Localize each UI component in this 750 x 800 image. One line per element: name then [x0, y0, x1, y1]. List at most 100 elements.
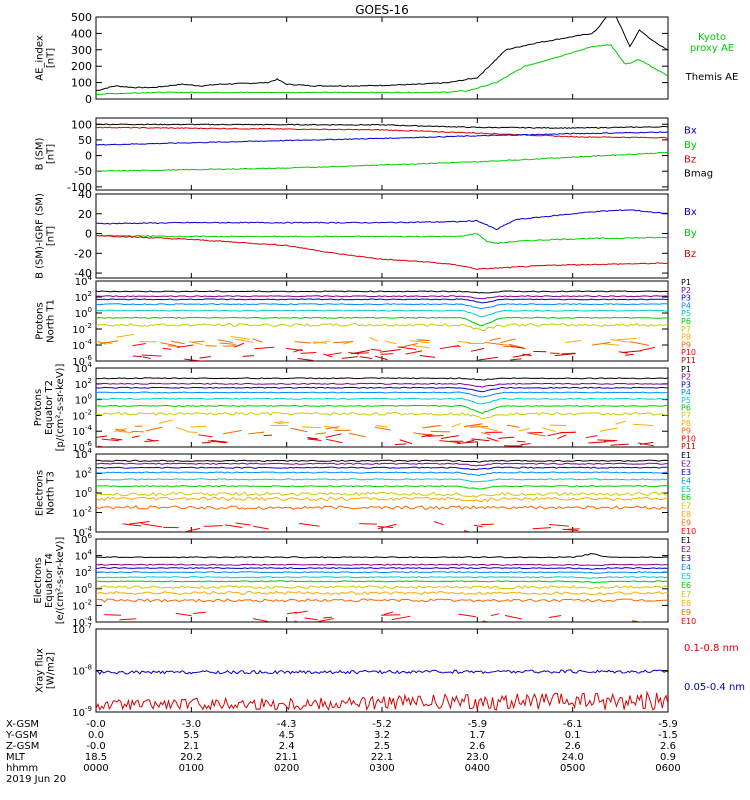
x-cell: 0.9	[660, 752, 676, 763]
series-line	[391, 615, 411, 621]
plot-frame	[95, 117, 669, 191]
series-line	[359, 356, 373, 359]
series-line	[304, 617, 318, 621]
legend-label: P3	[681, 294, 691, 303]
series-line	[101, 438, 120, 442]
series-line	[198, 434, 213, 438]
x-cell: 2.5	[374, 741, 390, 752]
series-line	[96, 496, 668, 503]
series-line	[191, 340, 205, 343]
y-axis-label: [nT]	[46, 48, 57, 68]
legend-label: E10	[681, 617, 696, 626]
series-line	[96, 466, 668, 471]
series-line	[184, 358, 205, 361]
series-line	[380, 353, 394, 355]
y-tick-label: -50	[74, 165, 92, 178]
series-line	[409, 339, 431, 344]
x-cell: -3.0	[182, 719, 202, 730]
y-axis-label: Protons	[33, 389, 44, 426]
x-cell: 2.1	[183, 741, 199, 752]
x-cell: 0000	[83, 763, 108, 774]
x-cell: 21.1	[276, 752, 298, 763]
legend-label: E5	[681, 572, 691, 581]
plot-series	[96, 669, 668, 712]
series-line	[131, 430, 144, 433]
x-cell: 18.5	[85, 752, 107, 763]
y-tick-exponent: -4	[85, 338, 93, 346]
y-tick-label: 20	[78, 208, 92, 221]
series-line	[471, 438, 490, 442]
legend-label: P10	[681, 434, 696, 443]
series-line	[96, 391, 668, 398]
legend-label: E6	[681, 581, 691, 590]
series-line	[512, 353, 531, 358]
series-line	[223, 429, 242, 435]
series-line	[135, 623, 151, 627]
panel-xray: 10-9 10-8 10-7 Xray flux [W/m2] 0.1-0.8 nm 0.0…	[35, 622, 746, 719]
series-line	[96, 585, 668, 590]
y-tick-label: 104	[75, 274, 93, 288]
series-line	[617, 337, 637, 341]
legend-label: E3	[681, 468, 691, 477]
series-line	[315, 432, 327, 435]
legend-label: Bx	[684, 207, 697, 218]
y-tick-label: 104	[75, 549, 93, 563]
series-line	[405, 350, 423, 355]
series-line	[323, 425, 338, 430]
series-line	[397, 346, 417, 350]
x-cell: 2.6	[469, 741, 485, 752]
series-line	[481, 432, 491, 436]
series-line	[144, 439, 159, 443]
series-line	[599, 427, 618, 432]
series-line	[549, 523, 569, 527]
series-line	[302, 426, 321, 429]
y-tick-exponent: 2	[88, 290, 92, 298]
series-line	[348, 432, 366, 438]
y-tick-label: 10-2	[72, 506, 92, 520]
x-cell: 4.5	[279, 730, 295, 741]
series-line	[225, 524, 243, 528]
legend-label: P1	[681, 278, 691, 287]
legend-label: E7	[681, 590, 691, 599]
series-line	[132, 355, 143, 358]
series-line	[98, 445, 107, 447]
series-line	[480, 426, 499, 432]
series-line	[295, 610, 308, 614]
series-line	[375, 424, 388, 428]
series-line	[297, 357, 314, 361]
legend-label: P6	[681, 404, 691, 413]
y-tick-label: 10-4	[72, 424, 92, 438]
series-line	[629, 341, 649, 346]
y-tick-exponent: -2	[85, 322, 92, 330]
y-tick-label: -100	[67, 181, 92, 194]
legend-label: P4	[681, 388, 691, 397]
series-line	[374, 426, 391, 431]
legend-label: E3	[681, 554, 691, 563]
x-cell: -5.2	[372, 719, 392, 730]
x-cell: 3.2	[374, 730, 390, 741]
legend-label: P10	[681, 348, 696, 357]
legend-label: P8	[681, 333, 691, 342]
series-line	[96, 131, 668, 146]
series-line	[440, 435, 459, 439]
series-line	[458, 613, 476, 618]
x-axis-table: X-GSMY-GSMZ-GSMMLThhmm-0.00.0-0.018.5000…	[5, 719, 681, 785]
series-line	[478, 356, 498, 361]
series-line	[294, 341, 311, 344]
plot-frame	[95, 16, 669, 100]
series-line	[369, 336, 378, 342]
series-line	[422, 425, 440, 429]
series-line	[111, 437, 123, 441]
series-line	[597, 439, 618, 442]
series-line	[176, 344, 194, 348]
y-axis-label: [p/(cm²-s-sr-keV)]	[55, 364, 66, 452]
series-line	[122, 523, 142, 527]
series-line	[377, 523, 397, 530]
series-line	[96, 669, 668, 676]
y-tick-label: 100	[75, 486, 92, 500]
series-line	[96, 598, 668, 603]
